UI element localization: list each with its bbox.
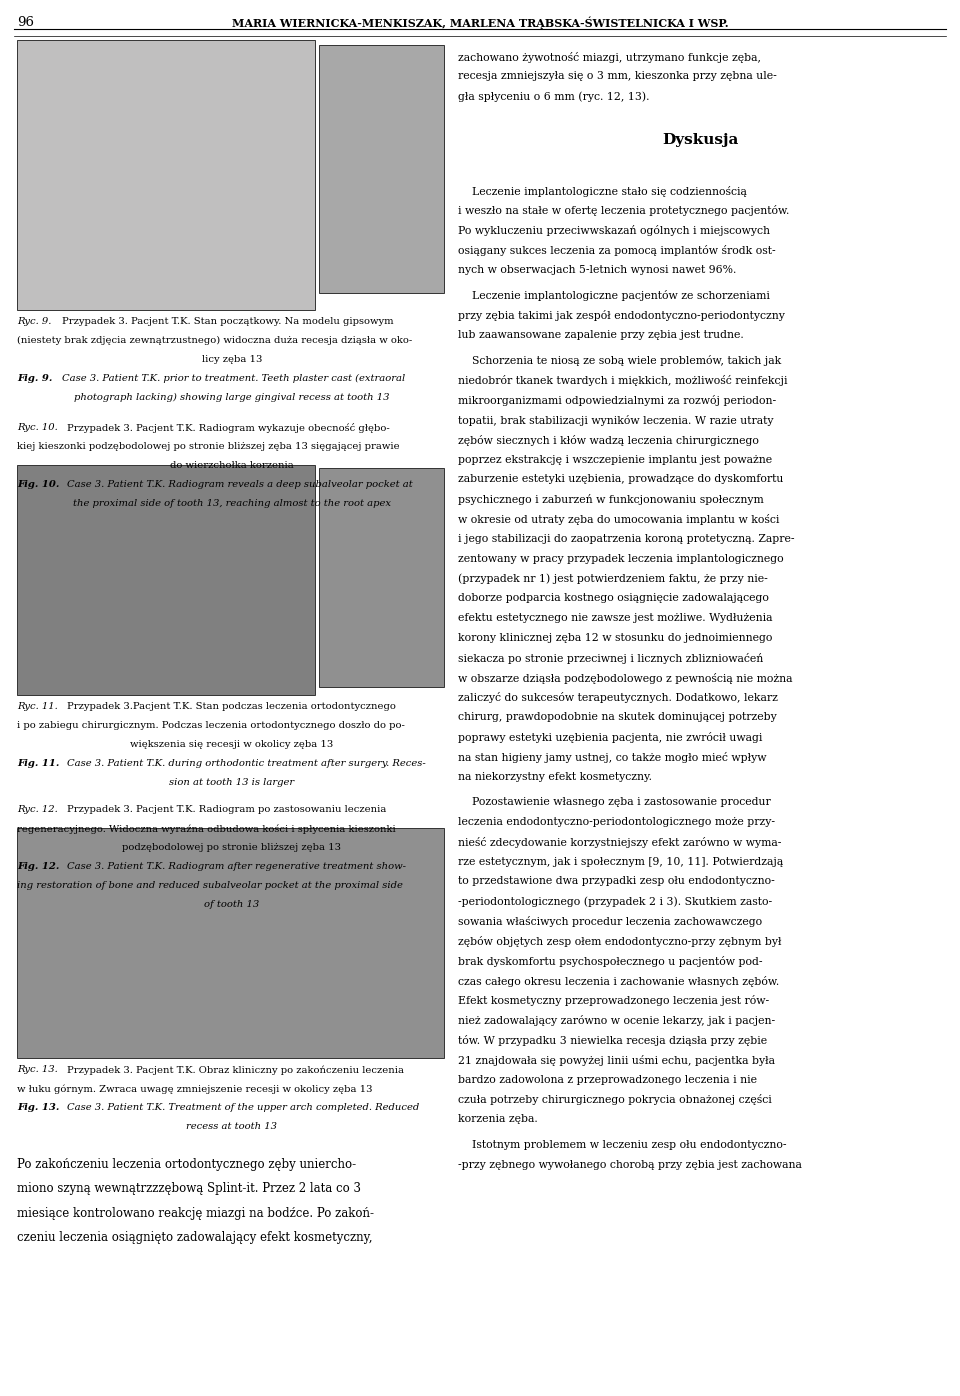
Text: i jego stabilizacji do zaopatrzenia koroną protetyczną. Zapre-: i jego stabilizacji do zaopatrzenia koro…: [458, 533, 795, 544]
Text: Przypadek 3. Pacjent T.K. Stan początkowy. Na modelu gipsowym: Przypadek 3. Pacjent T.K. Stan początkow…: [61, 317, 394, 325]
Text: Fig. 13.: Fig. 13.: [17, 1103, 60, 1113]
Text: mikroorganizmami odpowiedzialnymi za rozwój periodon-: mikroorganizmami odpowiedzialnymi za roz…: [458, 395, 776, 406]
Text: regeneracyjnego. Widoczna wyraźna odbudowa kości i spłycenia kieszonki: regeneracyjnego. Widoczna wyraźna odbudo…: [17, 825, 396, 835]
Text: Leczenie implantologiczne stało się codziennością: Leczenie implantologiczne stało się codz…: [458, 186, 747, 197]
Text: poprawy estetyki uzębienia pacjenta, nie zwrócił uwagi: poprawy estetyki uzębienia pacjenta, nie…: [458, 732, 762, 743]
Text: Fig. 11.: Fig. 11.: [17, 759, 60, 768]
Text: recesja zmniejszyła się o 3 mm, kieszonka przy zębna ule-: recesja zmniejszyła się o 3 mm, kieszonk…: [458, 71, 777, 81]
Text: leczenia endodontyczno-periodontologicznego może przy-: leczenia endodontyczno-periodontologiczn…: [458, 817, 775, 826]
Text: efektu estetycznego nie zawsze jest możliwe. Wydłużenia: efektu estetycznego nie zawsze jest możl…: [458, 613, 773, 623]
Text: Case 3. Patient T.K. Treatment of the upper arch completed. Reduced: Case 3. Patient T.K. Treatment of the up…: [67, 1103, 420, 1113]
Text: i po zabiegu chirurgicznym. Podczas leczenia ortodontycznego doszło do po-: i po zabiegu chirurgicznym. Podczas lecz…: [17, 722, 405, 730]
Text: Fig. 12.: Fig. 12.: [17, 863, 60, 871]
Text: miono szyną wewnątrzzzębową Splint-it. Przez 2 lata co 3: miono szyną wewnątrzzzębową Splint-it. P…: [17, 1182, 361, 1195]
Text: Fig. 9.: Fig. 9.: [17, 374, 53, 383]
Text: MARIA WIERNICKA-MENKISZAK, MARLENA TRĄBSKA-ŚWISTELNICKA I WSP.: MARIA WIERNICKA-MENKISZAK, MARLENA TRĄBS…: [231, 17, 729, 28]
Text: zębów siecznych i kłów wadzą leczenia chirurgicznego: zębów siecznych i kłów wadzą leczenia ch…: [458, 434, 758, 445]
Bar: [319, 468, 444, 687]
Text: na niekorzystny efekt kosmetyczny.: na niekorzystny efekt kosmetyczny.: [458, 772, 652, 782]
Text: kiej kieszonki podzębodolowej po stronie bliższej zęba 13 sięgającej prawie: kiej kieszonki podzębodolowej po stronie…: [17, 443, 400, 451]
Text: Przypadek 3. Pacjent T.K. Radiogram wykazuje obecność głębo-: Przypadek 3. Pacjent T.K. Radiogram wyka…: [67, 423, 390, 433]
Text: Schorzenia te niosą ze sobą wiele problemów, takich jak: Schorzenia te niosą ze sobą wiele proble…: [458, 356, 781, 366]
Text: na stan higieny jamy ustnej, co także mogło mieć wpływ: na stan higieny jamy ustnej, co także mo…: [458, 752, 766, 764]
Text: czeniu leczenia osiągnięto zadowalający efekt kosmetyczny,: czeniu leczenia osiągnięto zadowalający …: [17, 1231, 372, 1244]
Text: korzenia zęba.: korzenia zęba.: [458, 1114, 538, 1124]
Text: w łuku górnym. Zwraca uwagę zmniejszenie recesji w okolicy zęba 13: w łuku górnym. Zwraca uwagę zmniejszenie…: [17, 1085, 372, 1093]
Text: w obszarze dziąsła podzębodolowego z pewnością nie można: w obszarze dziąsła podzębodolowego z pew…: [458, 673, 792, 684]
Text: sion at tooth 13 is larger: sion at tooth 13 is larger: [169, 778, 295, 787]
Text: Ryc. 10.: Ryc. 10.: [17, 423, 58, 431]
Text: Fig. 10.: Fig. 10.: [17, 480, 60, 489]
Text: Case 3. Patient T.K. Radiogram after regenerative treatment show-: Case 3. Patient T.K. Radiogram after reg…: [67, 863, 406, 871]
Bar: [17, 828, 444, 1058]
Text: Ryc. 9.: Ryc. 9.: [17, 317, 52, 325]
Text: Pozostawienie własnego zęba i zastosowanie procedur: Pozostawienie własnego zęba i zastosowan…: [458, 797, 771, 807]
Text: zentowany w pracy przypadek leczenia implantologicznego: zentowany w pracy przypadek leczenia imp…: [458, 554, 783, 564]
Text: bardzo zadowolona z przeprowadzonego leczenia i nie: bardzo zadowolona z przeprowadzonego lec…: [458, 1075, 756, 1085]
Text: Case 3. Patient T.K. during orthodontic treatment after surgery. Reces-: Case 3. Patient T.K. during orthodontic …: [67, 759, 425, 768]
Text: ing restoration of bone and reduced subalveolar pocket at the proximal side: ing restoration of bone and reduced suba…: [17, 881, 403, 891]
Text: Dyskusja: Dyskusja: [662, 133, 739, 147]
Text: Po wykluczeniu przeciwwskazań ogólnych i miejscowych: Po wykluczeniu przeciwwskazań ogólnych i…: [458, 225, 770, 236]
Text: poprzez ekstrakcję i wszczepienie implantu jest poważne: poprzez ekstrakcję i wszczepienie implan…: [458, 455, 772, 465]
Text: podzębodolowej po stronie bliższej zęba 13: podzębodolowej po stronie bliższej zęba …: [122, 843, 342, 853]
Text: licy zęba 13: licy zęba 13: [202, 355, 262, 364]
Text: niedobrór tkanek twardych i miękkich, możliwość reinfekcji: niedobrór tkanek twardych i miękkich, mo…: [458, 376, 787, 387]
Text: nież zadowalający zarówno w ocenie lekarzy, jak i pacjen-: nież zadowalający zarówno w ocenie lekar…: [458, 1015, 775, 1026]
Text: Przypadek 3. Pacjent T.K. Radiogram po zastosowaniu leczenia: Przypadek 3. Pacjent T.K. Radiogram po z…: [67, 805, 387, 814]
Bar: [17, 465, 315, 695]
Text: osiągany sukces leczenia za pomocą implantów środk ost-: osiągany sukces leczenia za pomocą impla…: [458, 246, 776, 255]
Text: to przedstawione dwa przypadki zesp ołu endodontyczno-: to przedstawione dwa przypadki zesp ołu …: [458, 877, 775, 886]
Text: Po zakończeniu leczenia ortodontycznego zęby uniercho-: Po zakończeniu leczenia ortodontycznego …: [17, 1157, 356, 1171]
Text: of tooth 13: of tooth 13: [204, 900, 259, 909]
Text: i weszło na stałe w ofertę leczenia protetycznego pacjentów.: i weszło na stałe w ofertę leczenia prot…: [458, 205, 789, 216]
Text: w okresie od utraty zęba do umocowania implantu w kości: w okresie od utraty zęba do umocowania i…: [458, 514, 780, 525]
Bar: [319, 45, 444, 293]
Bar: [17, 40, 315, 310]
Text: miesiące kontrolowano reakcję miazgi na bodźce. Po zakoń-: miesiące kontrolowano reakcję miazgi na …: [17, 1206, 374, 1220]
Text: Istotnym problemem w leczeniu zesp ołu endodontyczno-: Istotnym problemem w leczeniu zesp ołu e…: [458, 1139, 786, 1150]
Text: nieść zdecydowanie korzystniejszy efekt zarówno w wyma-: nieść zdecydowanie korzystniejszy efekt …: [458, 836, 781, 847]
Text: Ryc. 13.: Ryc. 13.: [17, 1065, 58, 1074]
Text: doborze podparcia kostnego osiągnięcie zadowalającego: doborze podparcia kostnego osiągnięcie z…: [458, 593, 769, 603]
Text: topatii, brak stabilizacji wyników leczenia. W razie utraty: topatii, brak stabilizacji wyników lecze…: [458, 415, 774, 426]
Text: Case 3. Patient T.K. Radiogram reveals a deep subalveolar pocket at: Case 3. Patient T.K. Radiogram reveals a…: [67, 480, 413, 489]
Text: 21 znajdowała się powyżej linii uśmi echu, pacjentka była: 21 znajdowała się powyżej linii uśmi ech…: [458, 1055, 775, 1065]
Text: the proximal side of tooth 13, reaching almost to the root apex: the proximal side of tooth 13, reaching …: [73, 498, 391, 508]
Text: Ryc. 12.: Ryc. 12.: [17, 805, 58, 814]
Text: większenia się recesji w okolicy zęba 13: większenia się recesji w okolicy zęba 13: [131, 740, 333, 750]
Text: Przypadek 3.Pacjent T.K. Stan podczas leczenia ortodontycznego: Przypadek 3.Pacjent T.K. Stan podczas le…: [67, 702, 396, 711]
Text: Efekt kosmetyczny przeprowadzonego leczenia jest rów-: Efekt kosmetyczny przeprowadzonego lecze…: [458, 995, 769, 1007]
Text: -periodontologicznego (przypadek 2 i 3). Skutkiem zasto-: -periodontologicznego (przypadek 2 i 3).…: [458, 896, 772, 907]
Text: photograph lacking) showing large gingival recess at tooth 13: photograph lacking) showing large gingiv…: [74, 392, 390, 402]
Text: 96: 96: [17, 15, 35, 28]
Text: Ryc. 11.: Ryc. 11.: [17, 702, 58, 711]
Text: przy zębia takimi jak zespół endodontyczno-periodontyczny: przy zębia takimi jak zespół endodontycz…: [458, 310, 784, 321]
Text: nych w obserwacjach 5-letnich wynosi nawet 96%.: nych w obserwacjach 5-letnich wynosi naw…: [458, 265, 736, 275]
Text: lub zaawansowane zapalenie przy zębia jest trudne.: lub zaawansowane zapalenie przy zębia je…: [458, 329, 744, 341]
Text: sowania właściwych procedur leczenia zachowawczego: sowania właściwych procedur leczenia zac…: [458, 916, 762, 927]
Text: psychicznego i zaburzeń w funkcjonowaniu społecznym: psychicznego i zaburzeń w funkcjonowaniu…: [458, 494, 763, 505]
Text: zaburzenie estetyki uzębienia, prowadzące do dyskomfortu: zaburzenie estetyki uzębienia, prowadząc…: [458, 475, 783, 484]
Text: (przypadek nr 1) jest potwierdzeniem faktu, że przy nie-: (przypadek nr 1) jest potwierdzeniem fak…: [458, 574, 768, 584]
Text: recess at tooth 13: recess at tooth 13: [186, 1122, 277, 1131]
Text: brak dyskomfortu psychospołecznego u pacjentów pod-: brak dyskomfortu psychospołecznego u pac…: [458, 956, 762, 966]
Text: rze estetycznym, jak i społecznym [9, 10, 11]. Potwierdzają: rze estetycznym, jak i społecznym [9, 10…: [458, 857, 783, 867]
Text: -przy zębnego wywołanego chorobą przy zębia jest zachowana: -przy zębnego wywołanego chorobą przy zę…: [458, 1160, 802, 1170]
Text: siekacza po stronie przeciwnej i licznych zblizniowaćeń: siekacza po stronie przeciwnej i licznyc…: [458, 653, 763, 664]
Text: gła spłyceniu o 6 mm (ryc. 12, 13).: gła spłyceniu o 6 mm (ryc. 12, 13).: [458, 91, 649, 102]
Text: korony klinicznej zęba 12 w stosunku do jednoimiennego: korony klinicznej zęba 12 w stosunku do …: [458, 632, 772, 644]
Text: do wierzchołka korzenia: do wierzchołka korzenia: [170, 461, 294, 470]
Text: zaliczyć do sukcesów terapeutycznych. Dodatkowo, lekarz: zaliczyć do sukcesów terapeutycznych. Do…: [458, 692, 778, 704]
Text: czuła potrzeby chirurgicznego pokrycia obnażonej części: czuła potrzeby chirurgicznego pokrycia o…: [458, 1094, 772, 1106]
Text: (niestety brak zdjęcia zewnątrzustnego) widoczna duża recesja dziąsła w oko-: (niestety brak zdjęcia zewnątrzustnego) …: [17, 336, 413, 345]
Text: zachowano żywotność miazgi, utrzymano funkcje zęba,: zachowano żywotność miazgi, utrzymano fu…: [458, 52, 761, 63]
Text: Case 3. Patient T.K. prior to treatment. Teeth plaster cast (extraoral: Case 3. Patient T.K. prior to treatment.…: [61, 374, 405, 383]
Text: Leczenie implantologiczne pacjentów ze schorzeniami: Leczenie implantologiczne pacjentów ze s…: [458, 290, 770, 302]
Text: tów. W przypadku 3 niewielka recesja dziąsła przy zębie: tów. W przypadku 3 niewielka recesja dzi…: [458, 1034, 767, 1046]
Text: chirurg, prawdopodobnie na skutek dominującej potrzeby: chirurg, prawdopodobnie na skutek dominu…: [458, 712, 777, 722]
Text: zębów objętych zesp ołem endodontyczno-przy zębnym był: zębów objętych zesp ołem endodontyczno-p…: [458, 935, 781, 946]
Text: czas całego okresu leczenia i zachowanie własnych zębów.: czas całego okresu leczenia i zachowanie…: [458, 976, 780, 987]
Text: Przypadek 3. Pacjent T.K. Obraz kliniczny po zakończeniu leczenia: Przypadek 3. Pacjent T.K. Obraz kliniczn…: [67, 1065, 404, 1075]
